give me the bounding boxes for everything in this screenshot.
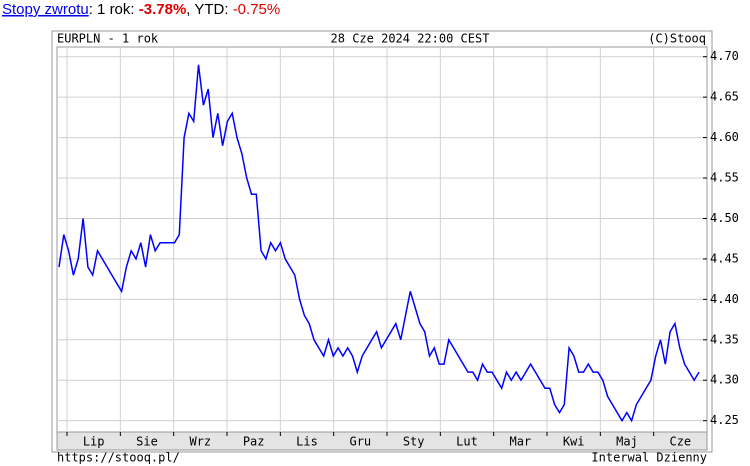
x-tick-label: Paz xyxy=(243,435,265,449)
x-tick-label: Lis xyxy=(296,435,318,449)
plot-area xyxy=(56,46,708,433)
returns-link[interactable]: Stopy zwrotu xyxy=(2,1,89,18)
y-tick-label: 4.40 xyxy=(710,292,739,306)
returns-label: , YTD: xyxy=(186,1,232,18)
y-tick-label: 4.55 xyxy=(710,171,739,185)
x-tick-label: Cze xyxy=(669,435,691,449)
x-tick-label: Kwi xyxy=(563,435,585,449)
returns-line: Stopy zwrotu: 1 rok: -3.78%, YTD: -0.75% xyxy=(2,1,280,18)
y-tick-label: 4.30 xyxy=(710,373,739,387)
y-tick-label: 4.25 xyxy=(710,413,739,427)
x-tick-label: Gru xyxy=(349,435,371,449)
footer-url: https://stooq.pl/ xyxy=(57,451,180,465)
y-tick-label: 4.65 xyxy=(710,90,739,104)
y-tick-label: 4.50 xyxy=(710,211,739,225)
chart-title: EURPLN - 1 rok xyxy=(57,32,159,46)
returns-ytd: -0.75% xyxy=(233,1,281,18)
returns-label: : 1 rok: xyxy=(89,1,139,18)
chart-credit: (C)Stooq xyxy=(648,32,706,46)
x-tick-label: Wrz xyxy=(189,435,211,449)
footer-interval: Interwal Dzienny xyxy=(591,451,707,465)
x-tick-label: Mar xyxy=(509,435,531,449)
x-tick-label: Sty xyxy=(403,435,425,449)
x-tick-label: Sie xyxy=(136,435,158,449)
y-tick-label: 4.60 xyxy=(710,130,739,144)
y-tick-label: 4.45 xyxy=(710,251,739,265)
price-line xyxy=(58,64,700,423)
x-tick-label: Lut xyxy=(456,435,478,449)
x-tick-label: Maj xyxy=(616,435,638,449)
returns-year: -3.78% xyxy=(139,1,187,18)
x-tick-label: Lip xyxy=(83,435,105,449)
y-tick-label: 4.35 xyxy=(710,332,739,346)
y-tick-label: 4.70 xyxy=(710,49,739,63)
chart-subtitle: 28 Cze 2024 22:00 CEST xyxy=(331,32,490,46)
